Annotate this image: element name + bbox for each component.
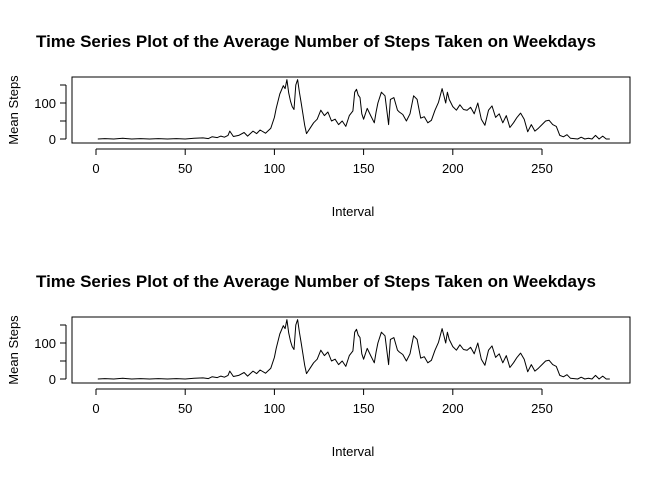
x-tick-label: 150 [353, 161, 375, 176]
chart-panel-2: Time Series Plot of the Average Number o… [6, 272, 631, 459]
y-tick-label: 100 [34, 336, 56, 351]
x-tick-label: 150 [353, 401, 375, 416]
plot-area [71, 76, 631, 144]
y-axis-label: Mean Steps [6, 315, 21, 385]
x-tick-label: 200 [442, 401, 464, 416]
x-tick-label: 0 [92, 401, 99, 416]
x-tick-label: 50 [178, 401, 192, 416]
x-axis: 0 50 100 150 200 250 [92, 388, 553, 416]
x-tick-label: 50 [178, 161, 192, 176]
plot-area [71, 316, 631, 384]
x-tick-label: 200 [442, 161, 464, 176]
x-tick-label: 100 [264, 161, 286, 176]
x-tick-label: 250 [531, 401, 553, 416]
x-tick-label: 100 [264, 401, 286, 416]
chart-panel-1: Time Series Plot of the Average Number o… [6, 32, 631, 219]
y-tick-label: 100 [34, 96, 56, 111]
x-axis-label: Interval [332, 444, 375, 459]
chart-title: Time Series Plot of the Average Number o… [36, 272, 596, 291]
x-tick-label: 250 [531, 161, 553, 176]
series-line [97, 319, 610, 380]
series-line [97, 79, 610, 140]
x-axis: 0 50 100 150 200 250 [92, 148, 553, 176]
y-tick-label: 0 [49, 132, 56, 147]
y-axis: 0 100 [34, 84, 67, 147]
y-tick-label: 0 [49, 372, 56, 387]
y-axis: 0 100 [34, 324, 67, 387]
x-tick-label: 0 [92, 161, 99, 176]
x-axis-label: Interval [332, 204, 375, 219]
chart-title: Time Series Plot of the Average Number o… [36, 32, 596, 51]
y-axis-label: Mean Steps [6, 75, 21, 145]
